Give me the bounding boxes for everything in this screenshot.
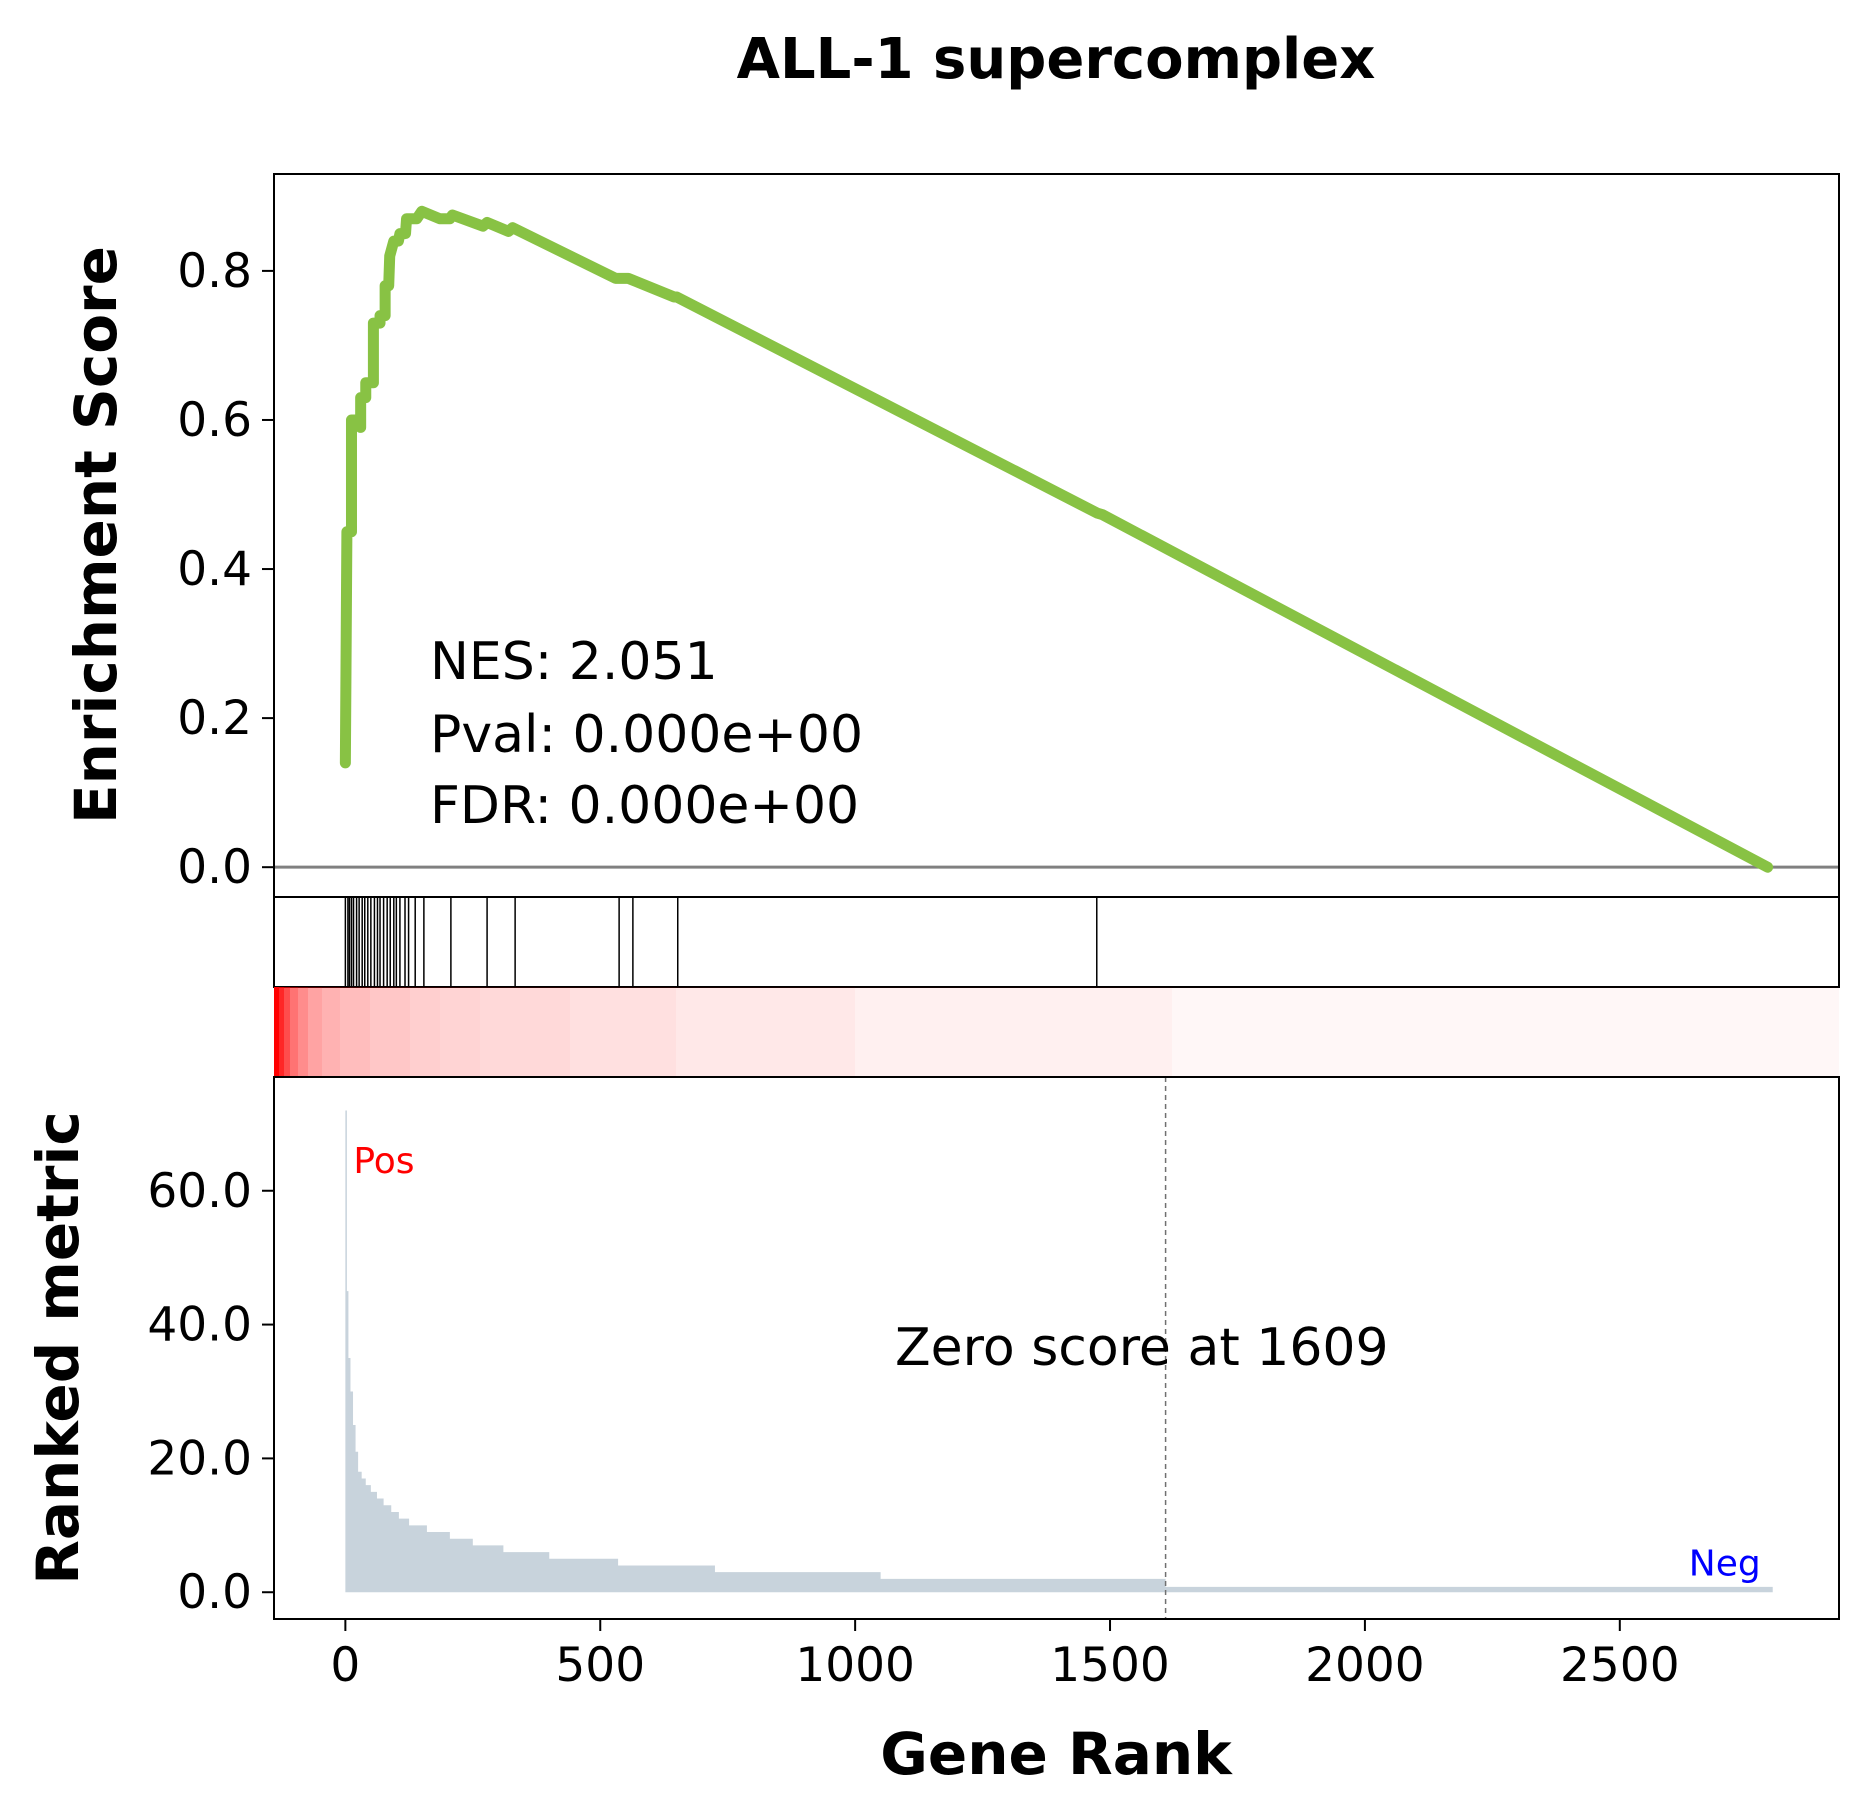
x-axis-label: Gene Rank (880, 1720, 1233, 1788)
x-tick-label: 1500 (1050, 1638, 1170, 1693)
rm-y-tick-label: 20.0 (147, 1431, 252, 1486)
enrichment-curve (339, 205, 1774, 873)
pval-stat: Pval: 0.000e+00 (430, 705, 863, 765)
x-tick-label: 0 (330, 1638, 360, 1693)
heatmap-band (570, 987, 676, 1077)
heatmap-band (279, 987, 284, 1077)
rm-y-ticks: 0.0 20.0 40.0 60.0 (147, 1164, 274, 1620)
enrichment-panel: 0.0 0.2 0.4 0.6 0.8 NES: 2.051 Pval: 0.000e+… (62, 173, 1840, 898)
es-y-tick-label: 0.2 (177, 691, 252, 746)
es-y-tick-label: 0.6 (177, 393, 252, 448)
heatmap-band (274, 987, 279, 1077)
chart-title: ALL-1 supercomplex (737, 27, 1376, 92)
heatmap-band (676, 987, 855, 1077)
heatmap-band (284, 987, 290, 1077)
heatmap-band (410, 987, 440, 1077)
ranked-metric-frame (273, 1076, 1840, 1620)
heatmap-band (1172, 987, 1839, 1077)
rm-y-tick-label: 0.0 (177, 1565, 252, 1620)
rm-y-tick-label: 60.0 (147, 1164, 252, 1219)
hits-panel (273, 896, 1840, 988)
heatmap-band (855, 987, 1172, 1077)
heatmap-band (480, 987, 570, 1077)
fdr-stat: FDR: 0.000e+00 (430, 776, 859, 836)
heatmap-band (298, 987, 308, 1077)
pos-label: Pos (353, 1141, 414, 1182)
rank-heatmap (274, 987, 1839, 1077)
hits-frame (273, 896, 1840, 988)
nes-stat: NES: 2.051 (430, 632, 718, 692)
heatmap-band (322, 987, 340, 1077)
hit-lines (344, 897, 1098, 987)
heatmap-band (340, 987, 370, 1077)
heatmap-band (370, 987, 410, 1077)
x-tick-label: 500 (555, 1638, 645, 1693)
x-tick-label: 2000 (1305, 1638, 1425, 1693)
x-tick-label: 2500 (1560, 1638, 1680, 1693)
heatmap-band (290, 987, 298, 1077)
ranked-metric-panel: 0.0 20.0 40.0 60.0 Pos Neg Zero score at 16… (24, 1076, 1840, 1620)
heatmap-band (308, 987, 322, 1077)
es-y-ticks: 0.0 0.2 0.4 0.6 0.8 (177, 244, 274, 895)
heatmap-band (440, 987, 480, 1077)
neg-label: Neg (1689, 1544, 1761, 1585)
es-y-tick-label: 0.8 (177, 244, 252, 299)
rm-y-tick-label: 40.0 (147, 1298, 252, 1353)
es-y-tick-label: 0.0 (177, 840, 252, 895)
enrichment-y-label: Enrichment Score (62, 246, 130, 824)
ranked-metric-y-label: Ranked metric (24, 1111, 92, 1585)
x-axis-ticks: 0 500 1000 1500 2000 2500 (330, 1619, 1680, 1693)
x-tick-label: 1000 (795, 1638, 915, 1693)
zero-score-label: Zero score at 1609 (895, 1318, 1389, 1378)
es-y-tick-label: 0.4 (177, 542, 252, 597)
